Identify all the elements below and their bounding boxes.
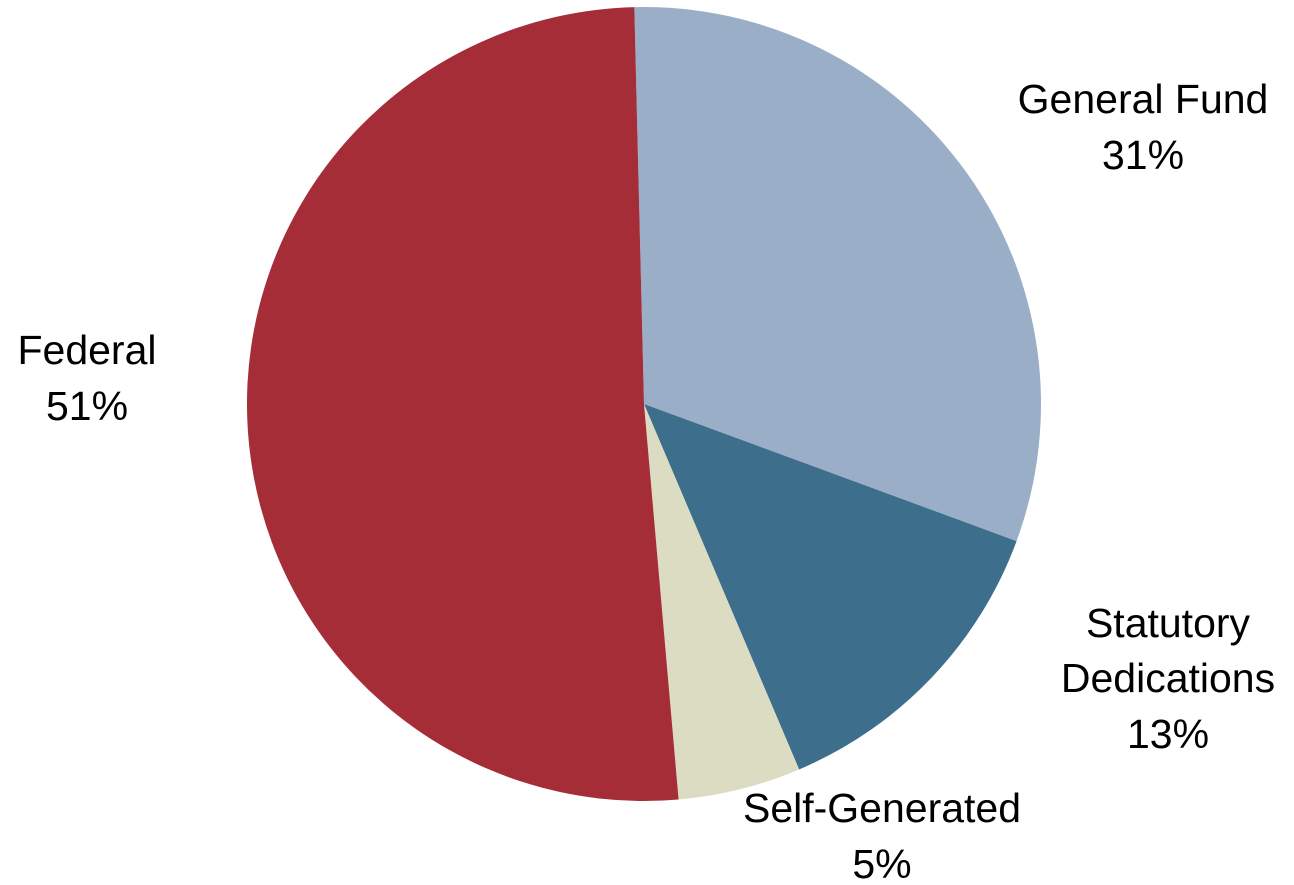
slice-value-federal: 51% (46, 383, 128, 429)
pie-slice-federal (246, 7, 679, 802)
slice-value-general-fund: 31% (1102, 132, 1184, 178)
label-statutory-dedications: Statutory Dedications 13% (1061, 600, 1275, 757)
slice-label-statutory-line2: Dedications (1061, 655, 1275, 701)
pie-slice-statutory-dedications (644, 404, 1017, 770)
slice-label-general-fund: General Fund (1018, 76, 1269, 122)
label-self-generated: Self-Generated 5% (743, 785, 1021, 885)
slice-value-statutory-dedications: 13% (1127, 711, 1209, 757)
slice-label-federal: Federal (17, 327, 156, 373)
slice-label-self-generated: Self-Generated (743, 785, 1021, 831)
slice-value-self-generated: 5% (852, 841, 911, 885)
slice-label-statutory-line1: Statutory (1086, 600, 1251, 646)
label-general-fund: General Fund 31% (1018, 76, 1269, 178)
pie-slice-general-fund (634, 7, 1041, 542)
pie-slices (246, 7, 1041, 802)
label-federal: Federal 51% (17, 327, 156, 429)
pie-slice-self-generated (644, 404, 800, 800)
